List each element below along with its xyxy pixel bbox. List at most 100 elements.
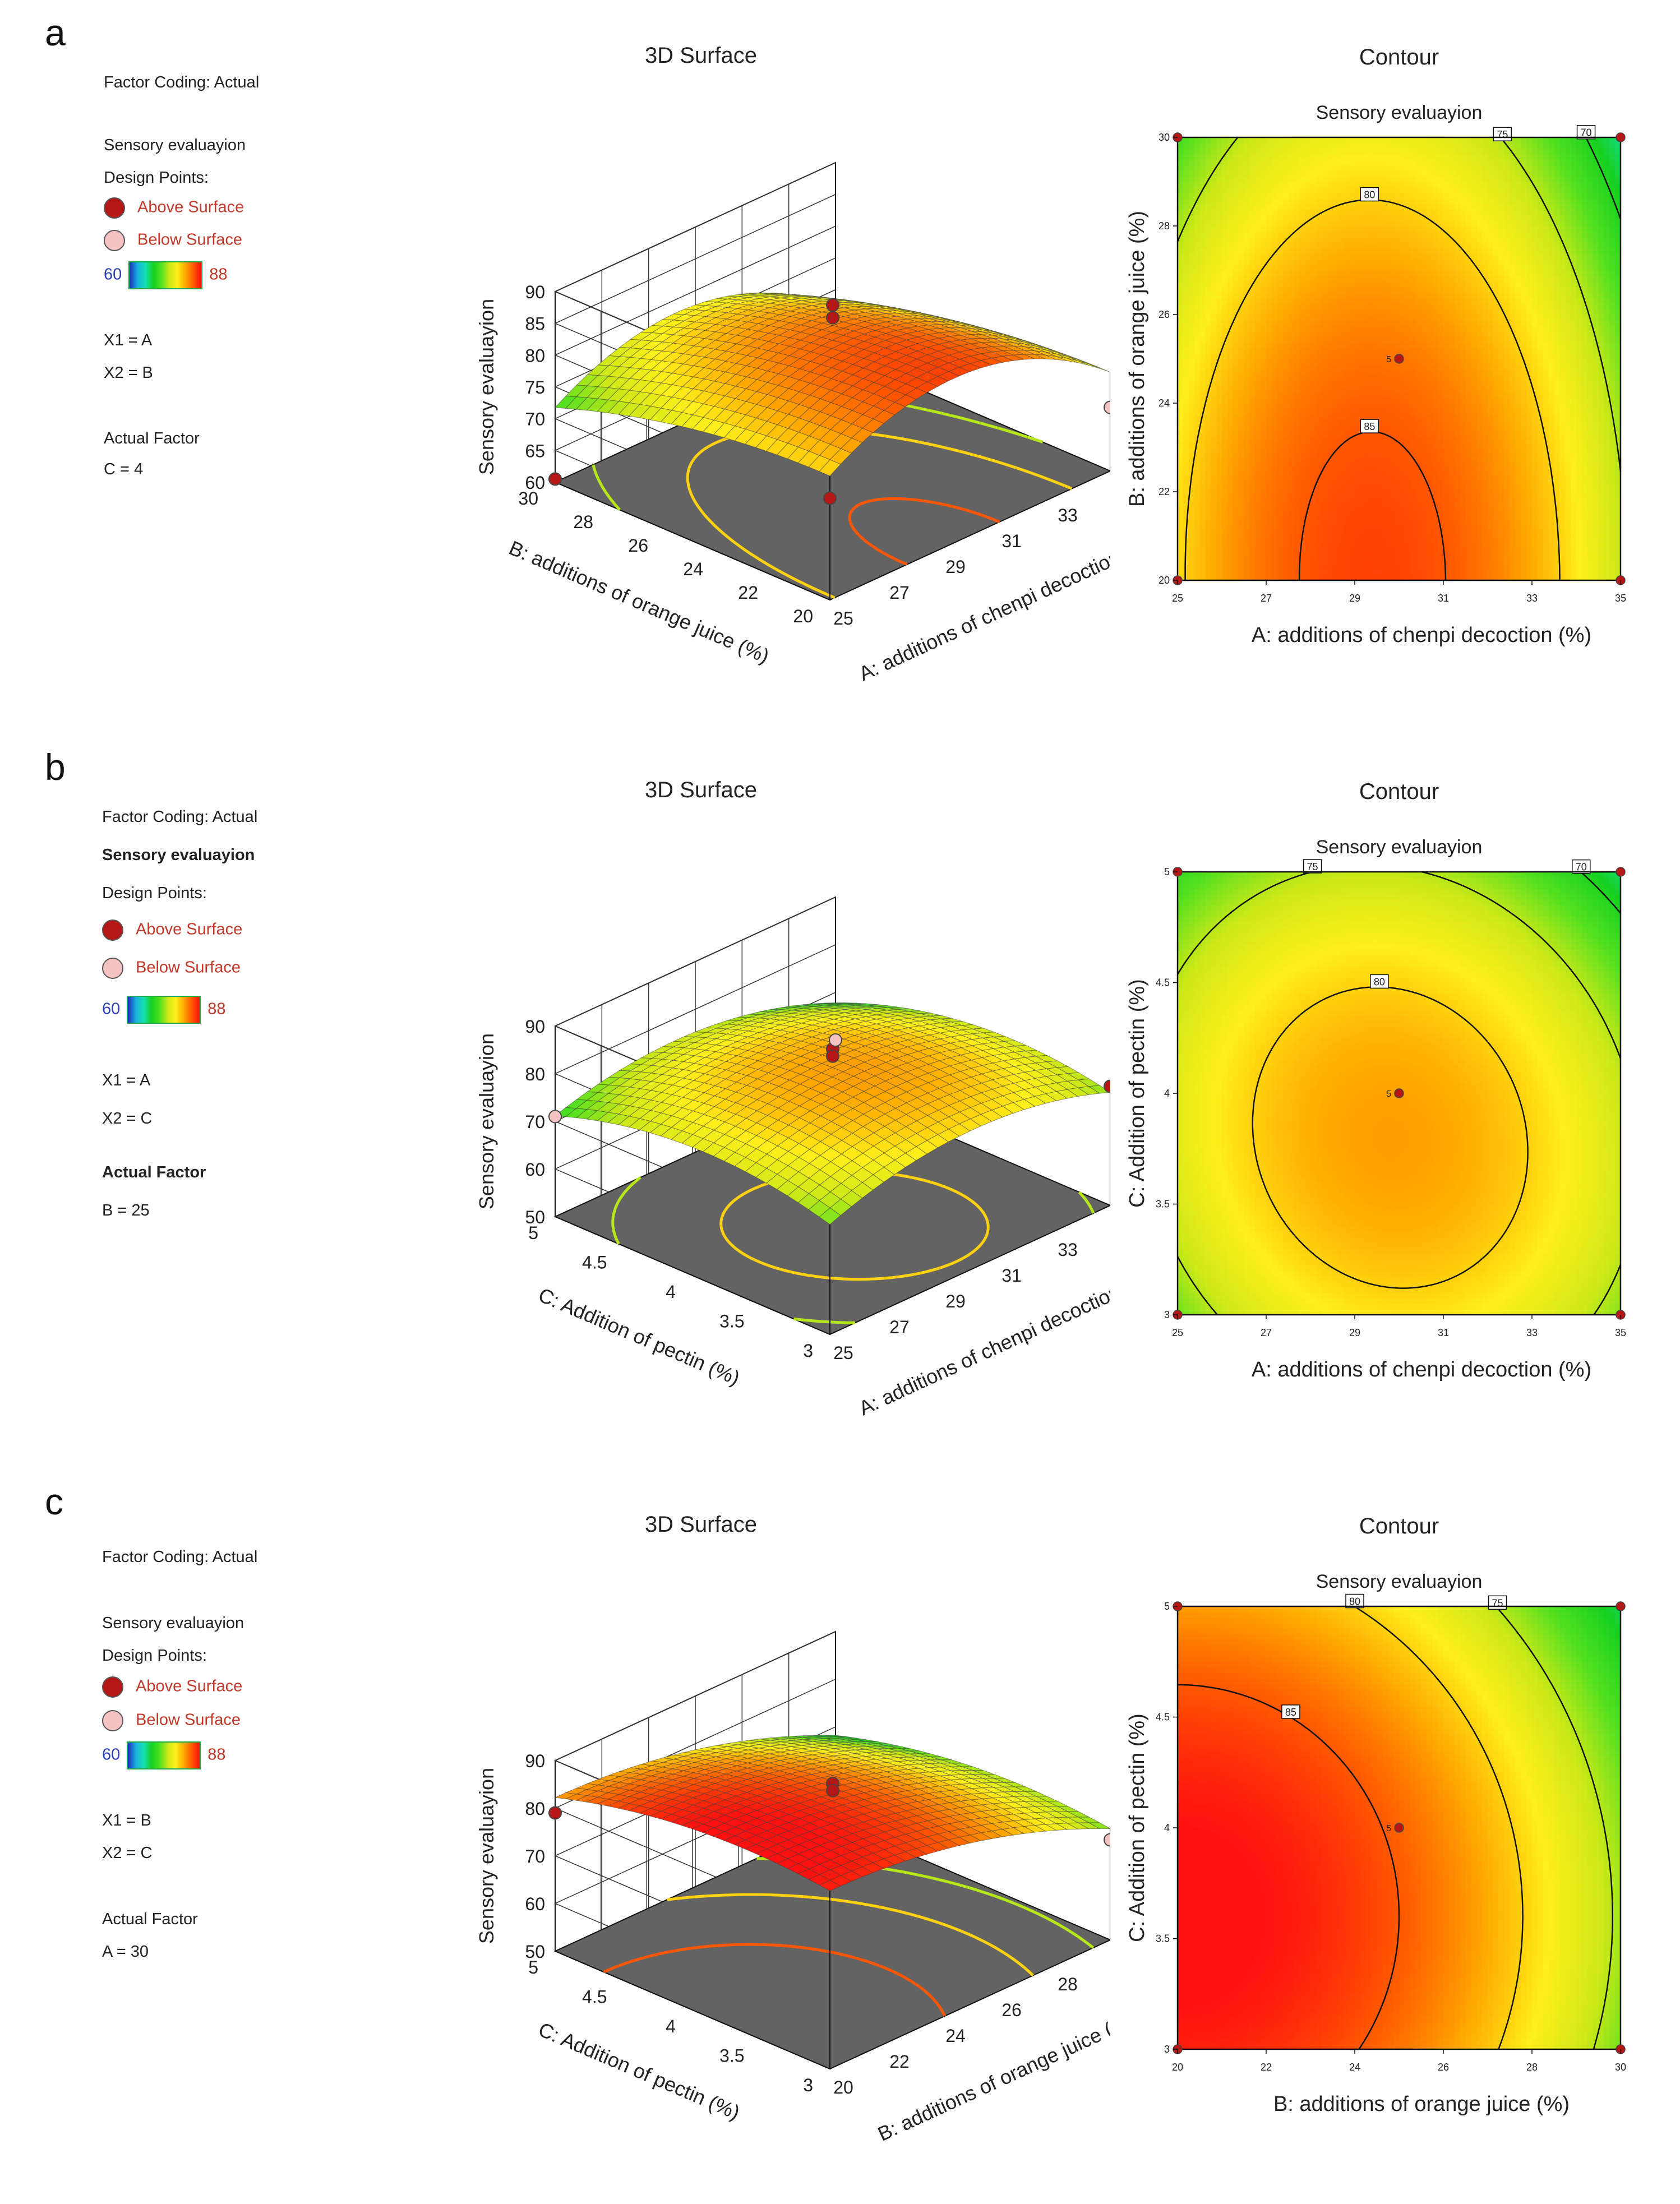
heat-cell	[1338, 142, 1344, 149]
heat-cell	[1454, 331, 1461, 338]
heat-cell	[1427, 170, 1433, 177]
heat-cell	[1294, 192, 1300, 199]
heat-cell	[1371, 159, 1378, 165]
heat-cell	[1448, 159, 1455, 165]
heat-cell	[1194, 182, 1201, 188]
heat-cell	[1410, 325, 1416, 332]
heat-cell	[1266, 253, 1272, 260]
heat-cell	[1443, 547, 1450, 553]
heat-cell	[1244, 480, 1250, 487]
heat-cell	[1282, 419, 1289, 426]
heat-cell	[1344, 204, 1350, 210]
heat-cell	[1399, 514, 1405, 520]
heat-cell	[1427, 281, 1433, 288]
heat-cell	[1261, 369, 1267, 376]
heat-cell	[1460, 148, 1466, 155]
heat-cell	[1233, 298, 1239, 304]
heat-cell	[1255, 198, 1261, 205]
heat-cell	[1388, 364, 1394, 371]
heat-cell	[1432, 215, 1438, 221]
heat-cell	[1443, 436, 1450, 442]
heat-cell	[1404, 464, 1411, 470]
heat-cell	[1404, 497, 1411, 503]
heat-cell	[1327, 442, 1333, 448]
heat-cell	[1393, 469, 1400, 475]
heat-cell	[1233, 519, 1239, 525]
heat-cell	[1432, 492, 1438, 498]
heat-cell	[1371, 298, 1378, 304]
heat-cell	[1432, 364, 1438, 371]
heat-cell	[1222, 575, 1228, 581]
heat-cell	[1305, 536, 1311, 542]
heat-cell	[1277, 298, 1284, 304]
heat-cell	[1238, 525, 1245, 531]
heat-cell	[1288, 303, 1294, 309]
heat-cell	[1360, 204, 1367, 210]
heat-cell	[1277, 480, 1284, 487]
heat-cell	[1205, 502, 1211, 509]
heat-cell	[1216, 187, 1222, 193]
heat-cell	[1415, 442, 1422, 448]
heat-cell	[1294, 342, 1300, 348]
heat-cell	[1277, 137, 1284, 144]
heat-cell	[1244, 298, 1250, 304]
heat-cell	[1211, 552, 1217, 559]
heat-cell	[1349, 569, 1355, 575]
heat-cell	[1310, 182, 1317, 188]
heat-cell	[1454, 464, 1461, 470]
heat-cell	[1205, 469, 1211, 475]
heat-cell	[1349, 497, 1355, 503]
heat-cell	[1415, 392, 1422, 398]
heat-cell	[1360, 547, 1367, 553]
heat-cell	[1421, 558, 1427, 564]
heat-cell	[1277, 514, 1284, 520]
heat-cell	[1377, 442, 1383, 448]
heat-cell	[1310, 237, 1317, 243]
heat-cell	[1415, 414, 1422, 421]
heat-cell	[1271, 220, 1278, 227]
heat-cell	[1249, 514, 1256, 520]
heat-cell	[1261, 419, 1267, 426]
heat-cell	[1421, 226, 1427, 232]
heat-cell	[1421, 309, 1427, 315]
heat-cell	[1249, 486, 1256, 492]
heat-cell	[1377, 475, 1383, 481]
heat-cell	[1338, 303, 1344, 309]
heat-cell	[1310, 270, 1317, 276]
heat-cell	[1415, 508, 1422, 515]
heat-cell	[1305, 142, 1311, 149]
heat-cell	[1205, 536, 1211, 542]
heat-cell	[1448, 187, 1455, 193]
heat-cell	[1460, 375, 1466, 382]
heat-cell	[1377, 242, 1383, 249]
heat-cell	[1443, 275, 1450, 282]
heat-cell	[1415, 431, 1422, 437]
heat-cell	[1438, 392, 1444, 398]
heat-cell	[1349, 530, 1355, 537]
heat-cell	[1427, 575, 1433, 581]
heat-cell	[1211, 530, 1217, 537]
heat-cell	[1249, 342, 1256, 348]
heat-cell	[1338, 292, 1344, 298]
heat-cell	[1255, 447, 1261, 454]
heat-cell	[1393, 502, 1400, 509]
heat-cell	[1332, 182, 1339, 188]
heat-cell	[1222, 242, 1228, 249]
heat-cell	[1321, 381, 1328, 387]
heat-cell	[1282, 475, 1289, 481]
heat-cell	[1382, 192, 1388, 199]
heat-cell	[1360, 309, 1367, 315]
heat-cell	[1365, 514, 1372, 520]
heat-cell	[1382, 519, 1388, 525]
heat-cell	[1211, 464, 1217, 470]
heat-cell	[1388, 458, 1394, 465]
heat-cell	[1255, 165, 1261, 171]
heat-cell	[1233, 265, 1239, 271]
heat-cell	[1432, 275, 1438, 282]
heat-cell	[1454, 398, 1461, 404]
heat-cell	[1371, 403, 1378, 409]
heat-cell	[1388, 431, 1394, 437]
heat-cell	[1344, 530, 1350, 537]
heat-cell	[1321, 192, 1328, 199]
heat-cell	[1310, 563, 1317, 570]
